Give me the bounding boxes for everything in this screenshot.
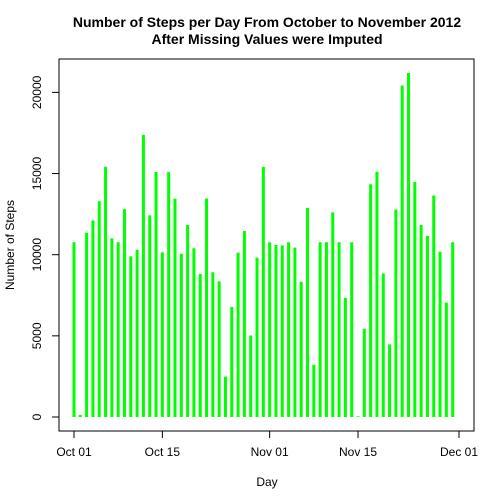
x-tick-label: Nov 01 (251, 445, 289, 459)
y-tick-label: 0 (30, 413, 44, 420)
y-tick-label: 10000 (30, 238, 44, 272)
y-tick-label: 5000 (30, 322, 44, 349)
chart-title-line-1: Number of Steps per Day From October to … (73, 14, 461, 30)
plot-frame (58, 58, 475, 432)
x-tick-label: Dec 01 (440, 445, 478, 459)
chart-title: Number of Steps per Day From October to … (73, 14, 461, 47)
x-tick-label: Oct 15 (145, 445, 181, 459)
x-tick-label: Nov 15 (339, 445, 377, 459)
y-axis-label: Number of Steps (3, 200, 17, 290)
x-axis-label: Day (256, 475, 277, 489)
x-axis: Oct 01 Oct 15 Nov 01 Nov 15 Dec 01 (56, 430, 478, 459)
y-tick-label: 15000 (30, 157, 44, 191)
x-tick-label: Oct 01 (56, 445, 92, 459)
y-tick-label: 20000 (30, 75, 44, 109)
y-axis: 0 5000 10000 15000 20000 (30, 75, 60, 420)
bars-group (72, 73, 455, 417)
chart-title-line-2: After Missing Values were Imputed (151, 31, 382, 47)
